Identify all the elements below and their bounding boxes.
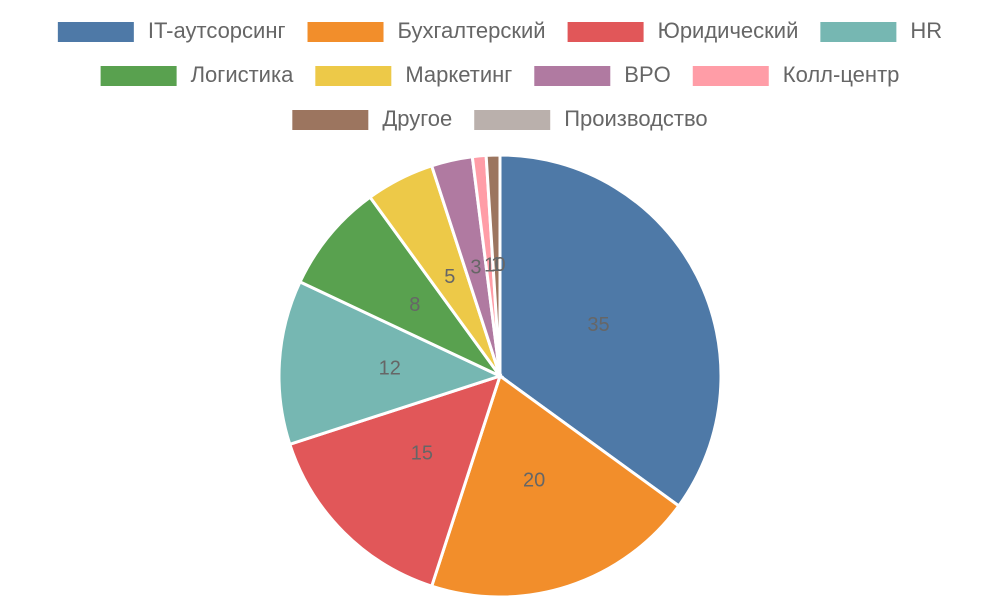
legend-item[interactable]: Другое [292,106,452,131]
legend-item[interactable]: Логистика [100,62,294,87]
data-label: 5 [444,266,455,288]
data-label: 12 [379,357,401,379]
legend-item[interactable]: Юридический [567,18,799,43]
legend-label: Производство [564,106,707,131]
legend-label: HR [910,18,942,43]
legend-label: Маркетинг [405,62,512,87]
pie-slice[interactable] [498,153,723,508]
legend-swatch [100,66,177,86]
legend-item[interactable]: BPO [534,62,671,87]
legend-label: Колл-центр [783,62,900,87]
legend-label: Бухгалтерский [398,18,546,43]
legend-item[interactable]: Производство [474,106,708,131]
data-label: 20 [523,469,545,491]
legend-swatch [292,110,369,130]
legend-label: BPO [624,62,670,87]
pie-slice[interactable] [277,279,505,447]
legend-label: IT-аутсорсинг [148,18,286,43]
pie-slice[interactable] [429,373,681,599]
legend-swatch [474,110,551,130]
legend-swatch [57,22,134,42]
legend-row: Другое Производство [292,106,708,131]
legend-item[interactable]: HR [820,18,942,43]
legend-label: Юридический [658,18,799,43]
pie-slice[interactable] [298,195,502,378]
legend-row: IT-аутсорсинг Бухгалтерский Юридический HR [57,18,942,43]
legend-item[interactable]: Маркетинг [315,62,512,87]
legend-item[interactable]: IT-аутсорсинг [57,18,286,43]
data-label: 8 [409,294,420,316]
data-label: 35 [587,314,609,336]
legend-item[interactable]: Бухгалтерский [307,18,546,43]
legend-swatch [307,22,384,42]
legend-swatch [692,66,769,86]
legend-swatch [534,66,611,86]
data-label: 15 [411,442,433,464]
legend-row: Логистика Маркетинг BPO Колл-центр [100,62,900,87]
legend-label: Логистика [191,62,294,87]
legend-swatch [820,22,897,42]
legend-item[interactable]: Колл-центр [692,62,900,87]
legend-label: Другое [382,106,452,131]
data-label: 1 [484,254,495,276]
legend-swatch [567,22,644,42]
data-label: 3 [470,256,481,278]
data-label: 1 [491,254,502,276]
data-label: 0 [494,254,505,276]
legend-swatch [315,66,392,86]
